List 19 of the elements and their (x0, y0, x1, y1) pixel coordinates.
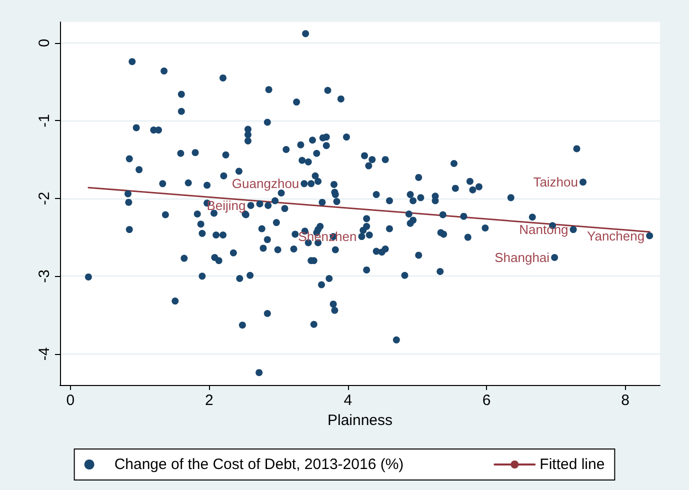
y-tick-label: 0 (36, 38, 53, 48)
annotation: Taizhou (533, 174, 578, 190)
legend-label: Fitted line (540, 456, 605, 473)
x-axis-title: Plainness (327, 412, 393, 429)
y-tick-label: -2 (36, 192, 53, 206)
x-tick-label: 6 (482, 392, 491, 409)
x-tick-label: 2 (204, 392, 214, 409)
annotation: Guangzhou (232, 176, 300, 192)
x-tick-label: 8 (621, 392, 630, 409)
annotation: Beijing (206, 198, 246, 213)
annotation: Shanghai (494, 250, 550, 266)
x-tick-label: 4 (344, 392, 352, 409)
y-tick-label: -4 (36, 347, 53, 361)
x-tick-label: 0 (66, 392, 75, 409)
legend-label: Change of the Cost of Debt, 2013-2016 (%) (114, 456, 404, 473)
y-tick-label: -3 (36, 270, 53, 283)
y-tick-label: -1 (36, 114, 53, 128)
annotation: Yancheng (587, 228, 645, 244)
annotation: Nantong (519, 222, 568, 238)
